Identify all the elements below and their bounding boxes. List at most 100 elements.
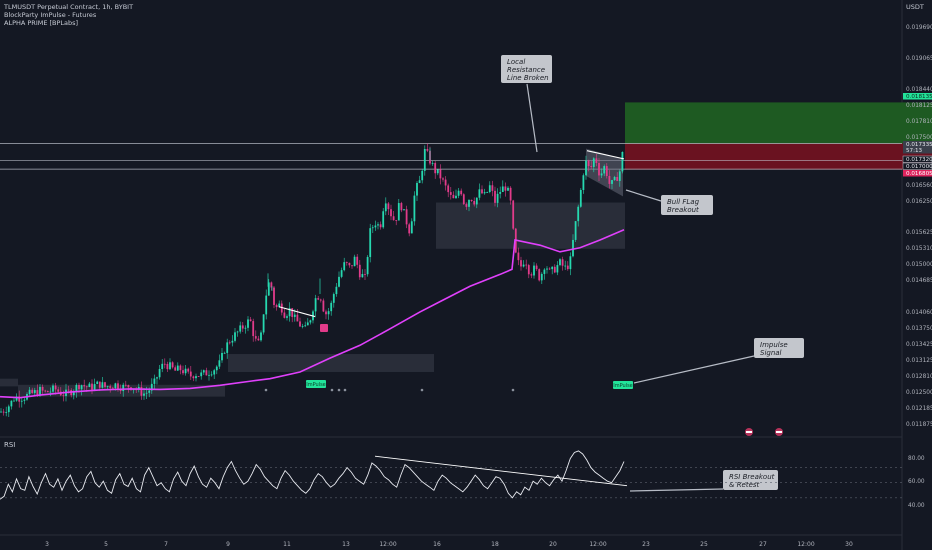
- candle: [392, 216, 395, 221]
- candle: [301, 326, 304, 328]
- demand-zone: [0, 378, 18, 387]
- zone-marker-dot: [264, 388, 268, 392]
- candle: [213, 370, 216, 375]
- price-tick-label: 0.015000: [906, 262, 932, 268]
- annotation-text: Bull FLag: [667, 198, 700, 206]
- impulse-signal-text: ImPulse: [613, 383, 633, 389]
- time-tick-label: 27: [759, 541, 767, 548]
- price-tick-label: 0.019065: [906, 56, 932, 62]
- candle: [267, 282, 270, 296]
- candle: [166, 363, 169, 370]
- candle: [169, 362, 171, 370]
- candle: [364, 274, 366, 275]
- annotation-text: Impulse: [760, 341, 788, 349]
- candle: [530, 274, 533, 276]
- price-tick-label: 0.011875: [906, 422, 932, 428]
- candle: [117, 383, 119, 390]
- candle: [72, 391, 75, 396]
- zone-marker-dot: [337, 388, 341, 392]
- price-pill-label: 0.016805: [906, 171, 932, 177]
- candle: [161, 363, 164, 370]
- candle: [221, 352, 223, 361]
- candle: [598, 162, 600, 176]
- candle: [174, 367, 177, 371]
- stop-loss-zone: [625, 143, 932, 170]
- impulse-signal-text: ImPulse: [306, 382, 326, 388]
- candle: [106, 386, 109, 387]
- time-tick-label: 20: [549, 541, 557, 548]
- candle: [621, 152, 624, 172]
- candle: [611, 180, 613, 184]
- candle: [231, 340, 234, 343]
- resistance-trend-line: [278, 306, 316, 318]
- candle: [590, 166, 593, 167]
- candle: [325, 311, 327, 315]
- candle: [192, 376, 195, 379]
- candle: [296, 314, 299, 322]
- candle: [49, 391, 52, 393]
- candle: [457, 190, 460, 196]
- candle: [488, 185, 491, 193]
- price-pill-label: 0.017335: [906, 142, 932, 148]
- candle: [416, 182, 418, 196]
- candle: [483, 192, 486, 194]
- annotation-box: [754, 338, 804, 358]
- impulse-signal-badge: [613, 381, 633, 389]
- candle: [439, 169, 442, 179]
- candle: [293, 314, 296, 317]
- time-tick-label: 11: [283, 541, 291, 548]
- rsi-tick-label: 80.00: [908, 456, 925, 462]
- rsi-pane-label[interactable]: RSI: [4, 441, 16, 449]
- candle: [275, 304, 278, 308]
- candle: [122, 384, 125, 392]
- indicator-impulse-label[interactable]: BlockParty ImPulse - Futures: [4, 11, 97, 19]
- candle: [187, 368, 190, 372]
- candle: [223, 352, 226, 354]
- candle: [618, 171, 621, 181]
- candle: [338, 276, 340, 287]
- candle: [444, 179, 447, 186]
- candle: [124, 384, 127, 386]
- candle: [210, 374, 213, 376]
- candle: [423, 149, 426, 171]
- candle: [150, 383, 153, 391]
- time-tick-label: 23: [642, 541, 650, 548]
- candle: [603, 166, 606, 174]
- candle: [254, 336, 257, 339]
- annotation-box: [723, 470, 778, 490]
- annotation-text: Line Broken: [507, 74, 549, 82]
- candle: [262, 314, 265, 333]
- zone-marker-dot: [343, 388, 347, 392]
- candle: [39, 386, 41, 396]
- candle: [319, 299, 322, 301]
- candle: [80, 385, 83, 390]
- candle: [145, 392, 148, 394]
- zone-marker-dot: [330, 388, 334, 392]
- candle: [535, 265, 538, 270]
- price-pill: [903, 93, 932, 100]
- candle: [18, 396, 21, 402]
- time-tick-label: 13: [342, 541, 350, 548]
- candle: [462, 194, 465, 205]
- candle: [20, 400, 23, 402]
- candle: [278, 303, 281, 308]
- price-tick-label: 0.013750: [906, 326, 932, 332]
- annotation-text: Local: [507, 58, 525, 66]
- currency-label[interactable]: USDT: [906, 3, 924, 11]
- candle: [553, 266, 556, 273]
- candle: [247, 319, 249, 328]
- price-tick-label: 0.018125: [906, 103, 932, 109]
- candle: [527, 265, 530, 275]
- indicator-alpha-label[interactable]: ALPHA PRIME [BPLabs]: [4, 19, 79, 27]
- candle: [7, 406, 10, 413]
- candle: [239, 325, 242, 332]
- candle: [23, 399, 26, 401]
- price-tick-label: 0.019690: [906, 25, 932, 31]
- candle: [153, 378, 156, 384]
- rsi-tick-label: 40.00: [908, 503, 925, 509]
- candle: [566, 265, 569, 270]
- candle: [330, 302, 333, 312]
- candle: [504, 186, 507, 191]
- candle: [127, 385, 130, 388]
